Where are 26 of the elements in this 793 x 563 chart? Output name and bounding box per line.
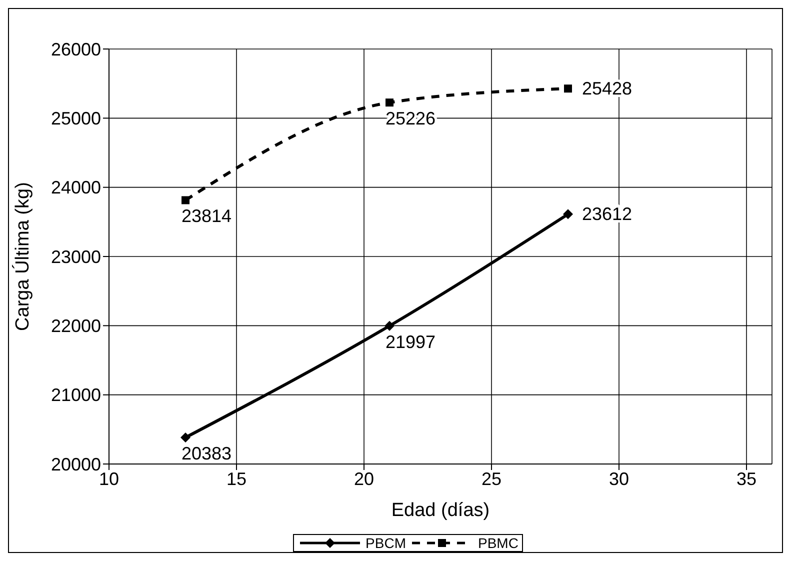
y-tick-label: 23000 — [50, 246, 101, 267]
point — [386, 98, 394, 107]
point — [564, 84, 572, 93]
y-tick-label: 22000 — [50, 316, 101, 336]
legend-label: PBCM — [366, 535, 406, 551]
y-tick-label: 25000 — [50, 108, 101, 129]
data-label: 20383 — [182, 444, 232, 464]
x-tick-label: 35 — [736, 468, 757, 489]
y-tick-label: 21000 — [50, 385, 101, 406]
point — [563, 209, 573, 220]
point — [180, 432, 190, 443]
y-tick-label: 20000 — [50, 454, 101, 474]
x-axis-title: Edad (días) — [391, 500, 490, 521]
legend-label: PBMC — [478, 535, 518, 551]
x-tick-label: 10 — [98, 468, 120, 489]
data-label: 23814 — [182, 206, 232, 226]
data-label: 21997 — [386, 332, 436, 352]
x-tick-label: 30 — [608, 468, 630, 489]
point — [182, 196, 190, 204]
y-axis-title: Carga Última (kg) — [12, 182, 34, 331]
point — [384, 320, 394, 331]
x-tick-label: 25 — [481, 468, 502, 489]
x-tick-label: 15 — [226, 468, 247, 489]
y-tick-label: 24000 — [50, 178, 101, 198]
y-tick-label: 26000 — [50, 39, 101, 60]
x-tick-label: 20 — [354, 468, 374, 489]
